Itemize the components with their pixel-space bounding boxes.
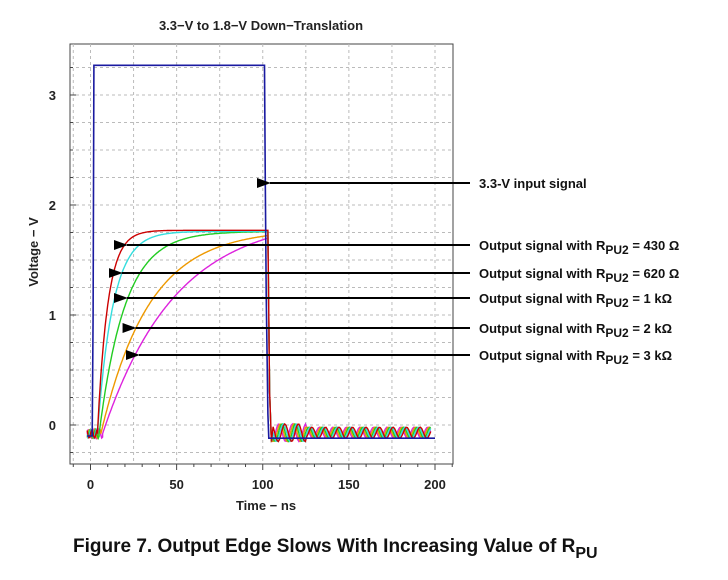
annotation-label: Output signal with RPU2 = 2 kΩ — [479, 321, 672, 340]
y-tick-label: 2 — [49, 198, 56, 213]
chart-title: 3.3−V to 1.8−V Down−Translation — [159, 18, 363, 33]
caption-subscript: PU — [575, 545, 597, 562]
y-axis-label: Voltage − V — [26, 217, 41, 287]
series-line — [86, 230, 432, 443]
annotation-label: Output signal with RPU2 = 430 Ω — [479, 238, 679, 257]
annotations: 3.3-V input signal Output signal with RPU… — [108, 176, 679, 367]
x-tick-label: 50 — [169, 477, 183, 492]
y-tick-label: 1 — [49, 308, 56, 323]
y-tick-label: 0 — [49, 418, 56, 433]
figure-caption: Figure 7. Output Edge Slows With Increas… — [73, 536, 598, 562]
y-tick-label: 3 — [49, 88, 56, 103]
annotation-label: Output signal with RPU2 = 3 kΩ — [479, 348, 672, 367]
annotation-label: 3.3-V input signal — [479, 176, 587, 191]
grid — [70, 44, 453, 464]
x-tick-label: 0 — [87, 477, 94, 492]
axes — [70, 67, 453, 470]
tick-labels: 0 50 100 150 200 0 1 2 3 — [49, 88, 446, 492]
x-axis-label: Time − ns — [236, 498, 296, 513]
x-tick-label: 100 — [252, 477, 274, 492]
x-tick-label: 200 — [424, 477, 446, 492]
annotation-label: Output signal with RPU2 = 620 Ω — [479, 266, 679, 285]
series-line-input — [87, 64, 435, 440]
plot-area — [69, 43, 454, 465]
x-tick-label: 150 — [338, 477, 360, 492]
annotation-label: Output signal with RPU2 = 1 kΩ — [479, 291, 672, 310]
